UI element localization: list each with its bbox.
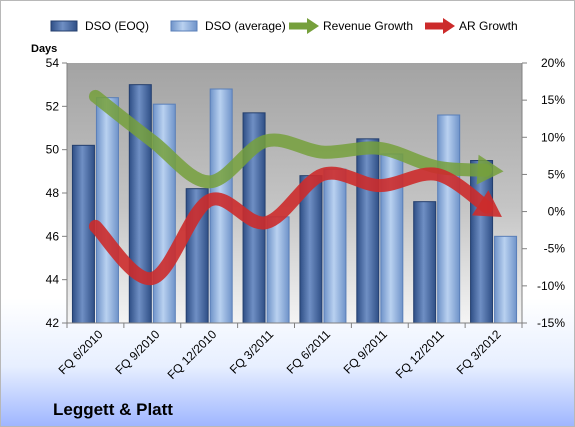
legend-label-ar-growth: AR Growth [459, 19, 518, 33]
legend: DSO (EOQ) DSO (average) Revenue Growth AR G… [50, 18, 518, 34]
y2-tick-label: 5% [548, 167, 566, 181]
y-tick-label: 52 [46, 99, 60, 113]
line-revenue-growth [88, 89, 493, 189]
y2-tick-label: 15% [541, 93, 565, 107]
arrowhead-revenue-growth [476, 154, 504, 185]
y-tick-label: 54 [46, 56, 60, 70]
bar-dso-eoq--6 [413, 201, 437, 324]
y-tick-label: 50 [46, 143, 60, 157]
y2-tick-label: 20% [541, 56, 565, 70]
y2-tick-label: 0% [548, 205, 566, 219]
y-tick-label: 48 [46, 186, 60, 200]
line-ar-growth [88, 166, 494, 285]
bar-dso-eoq--5 [356, 138, 380, 324]
y2-tick-label: -15% [537, 316, 565, 330]
x-tick-label: FQ 9/2011 [341, 327, 391, 377]
legend-swatch-dso-eoq- [50, 20, 78, 32]
x-tick-label: FQ 3/2011 [227, 327, 277, 377]
legend-label-dso-eoq-: DSO (EOQ) [85, 19, 149, 33]
y-tick-label: 44 [46, 273, 60, 287]
x-tick-label: FQ 12/2011 [393, 327, 447, 381]
bar-dso-average--4 [323, 168, 347, 324]
bar-dso-average--7 [494, 235, 518, 324]
x-tick-label: FQ 3/2012 [454, 327, 504, 377]
legend-swatch-arrow-revenue-growth [307, 18, 319, 34]
y-axis-label: Days [31, 43, 57, 55]
x-tick-label: FQ 6/2011 [284, 327, 334, 377]
company-name: Leggett & Platt [53, 400, 173, 419]
bar-dso-eoq--0 [71, 144, 95, 324]
arrowhead-ar-growth [471, 190, 502, 218]
legend-swatch-arrow-ar-growth [443, 18, 455, 34]
x-tick-label: FQ 12/2010 [165, 327, 220, 382]
y-tick-label: 42 [46, 316, 60, 330]
bar-dso-average--3 [266, 216, 290, 324]
y2-tick-label: -10% [537, 279, 565, 293]
x-tick-label: FQ 6/2010 [56, 327, 106, 377]
y-tick-label: 46 [46, 229, 60, 243]
bar-dso-average--6 [437, 114, 461, 324]
lines-layer [88, 89, 504, 285]
y2-tick-label: 10% [541, 130, 565, 144]
x-tick-label: FQ 9/2010 [112, 327, 162, 377]
y2-tick-label: -5% [544, 242, 566, 256]
bar-dso-eoq--7 [470, 160, 494, 324]
legend-label-revenue-growth: Revenue Growth [323, 19, 413, 33]
legend-swatch-dso-average- [170, 20, 198, 32]
bar-dso-average--0 [95, 97, 119, 324]
legend-label-dso-average-: DSO (average) [205, 19, 286, 33]
